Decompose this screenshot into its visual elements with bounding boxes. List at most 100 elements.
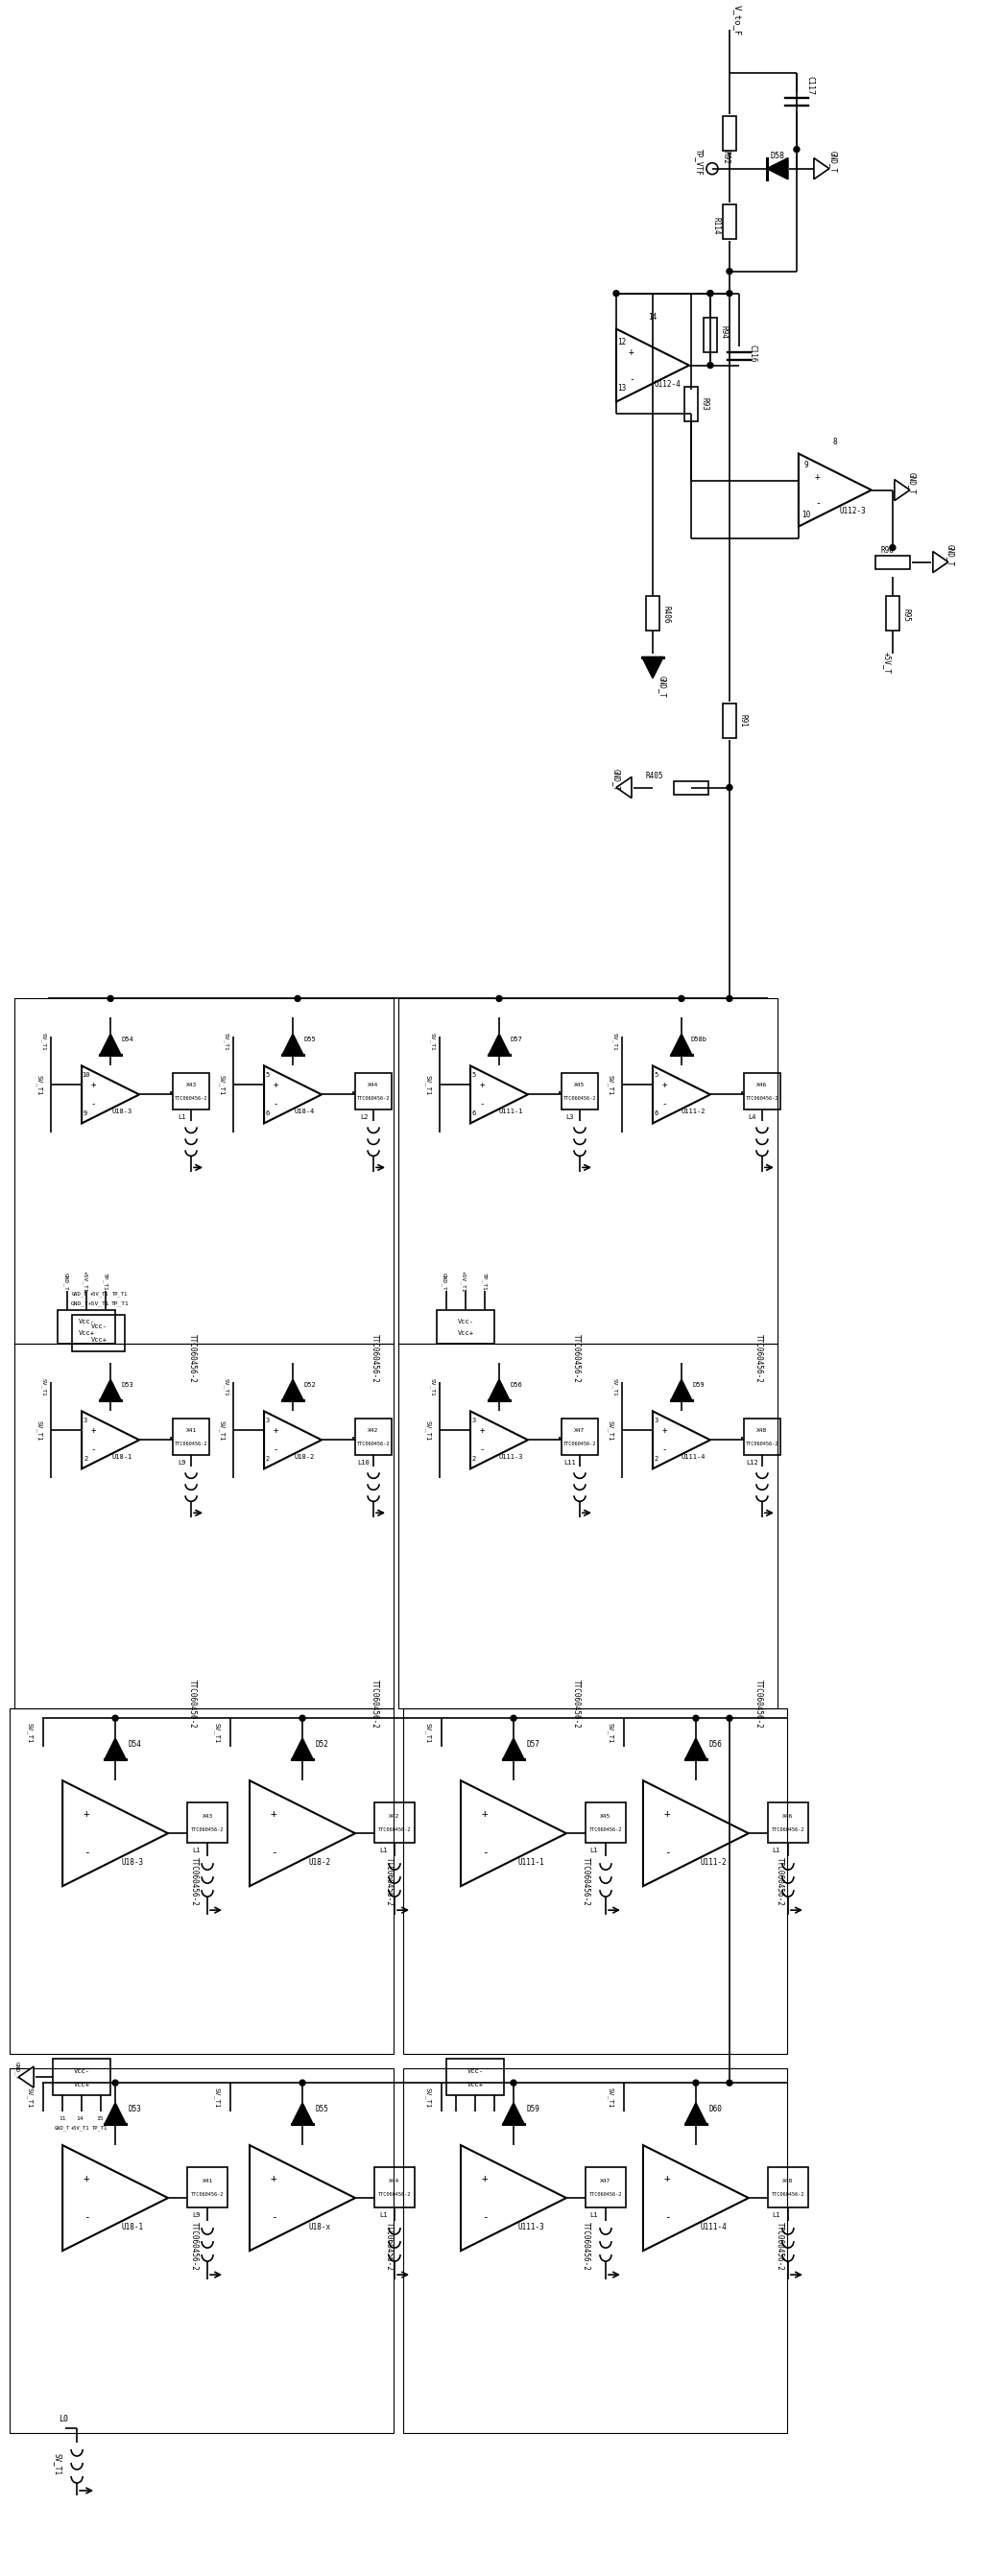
Text: U111-1: U111-1 — [498, 1108, 523, 1115]
Polygon shape — [282, 1381, 304, 1401]
Text: U112-3: U112-3 — [839, 507, 865, 515]
Text: 2: 2 — [83, 1455, 87, 1463]
Text: +: + — [479, 1079, 484, 1090]
Text: +: + — [273, 1427, 278, 1435]
Text: L1: L1 — [590, 2213, 598, 2218]
Text: -: - — [90, 1445, 95, 1453]
Text: D52: D52 — [315, 1739, 329, 1749]
Text: R406: R406 — [662, 605, 670, 623]
Polygon shape — [488, 1381, 510, 1401]
Text: TTC060456-2: TTC060456-2 — [772, 1826, 804, 1832]
Bar — [72, 1316, 125, 1352]
Text: TTC060456-2: TTC060456-2 — [385, 2221, 393, 2269]
Text: D53: D53 — [122, 1383, 134, 1388]
Text: 6: 6 — [266, 1110, 270, 1115]
Circle shape — [511, 1716, 517, 1721]
Text: +: + — [629, 348, 634, 355]
Polygon shape — [488, 1033, 510, 1056]
Bar — [355, 1419, 392, 1455]
Circle shape — [727, 786, 733, 791]
Circle shape — [727, 1716, 733, 1721]
Text: X47: X47 — [600, 2179, 611, 2182]
Bar — [14, 1345, 394, 1708]
Text: TTC060456-2: TTC060456-2 — [589, 1826, 622, 1832]
Text: -: - — [815, 500, 820, 507]
Polygon shape — [767, 157, 788, 180]
Text: TTC060456-2: TTC060456-2 — [357, 1095, 390, 1100]
Text: +5V_T1: +5V_T1 — [88, 1301, 110, 1306]
Text: R92: R92 — [722, 149, 730, 165]
Bar — [562, 1074, 598, 1110]
Text: +: + — [664, 1808, 670, 1819]
Text: U111-2: U111-2 — [699, 1857, 727, 1868]
Text: U18-3: U18-3 — [112, 1108, 133, 1115]
Text: Vcc-: Vcc- — [73, 2069, 89, 2074]
Text: GND_T: GND_T — [612, 768, 620, 791]
Text: 6: 6 — [654, 1110, 658, 1115]
Text: +5V_T1: +5V_T1 — [70, 2125, 89, 2130]
Text: Vcc+: Vcc+ — [90, 1337, 108, 1342]
Bar — [562, 1419, 598, 1455]
Polygon shape — [933, 551, 949, 572]
Text: TTC060456-2: TTC060456-2 — [191, 1826, 224, 1832]
Text: -: - — [273, 1100, 278, 1108]
Text: D57: D57 — [526, 1739, 540, 1749]
Text: SV_T1: SV_T1 — [425, 1419, 431, 1440]
Text: U111-2: U111-2 — [680, 1108, 706, 1115]
Bar — [723, 204, 737, 240]
Text: 5: 5 — [266, 1072, 270, 1079]
Text: +5V_T1: +5V_T1 — [81, 1270, 87, 1293]
Bar — [10, 1708, 394, 2053]
Text: U18-4: U18-4 — [294, 1108, 315, 1115]
Text: D57: D57 — [511, 1038, 523, 1043]
Circle shape — [693, 2079, 698, 2087]
Bar — [723, 116, 737, 149]
Text: -: - — [273, 1445, 278, 1453]
Text: -: - — [83, 2213, 89, 2223]
Text: SV_T1: SV_T1 — [40, 1378, 46, 1396]
Text: R114: R114 — [712, 216, 721, 234]
Text: 8: 8 — [833, 438, 837, 446]
Text: U111-1: U111-1 — [518, 1857, 544, 1868]
Text: X48: X48 — [757, 1427, 768, 1432]
Circle shape — [727, 997, 733, 1002]
Text: Vcc+: Vcc+ — [457, 1332, 473, 1337]
Text: SV_T1: SV_T1 — [36, 1074, 42, 1095]
Text: L0: L0 — [58, 2414, 68, 2424]
Circle shape — [727, 291, 733, 296]
Text: SV_T1: SV_T1 — [219, 1074, 225, 1095]
Polygon shape — [502, 1739, 524, 1759]
Bar — [375, 2166, 415, 2208]
Text: Vcc-: Vcc- — [90, 1324, 108, 1329]
Bar — [398, 1345, 778, 1708]
Polygon shape — [291, 1739, 313, 1759]
Text: SV_T1: SV_T1 — [36, 1419, 42, 1440]
Bar — [586, 1803, 626, 1842]
Polygon shape — [99, 1381, 121, 1401]
Text: L11: L11 — [564, 1461, 576, 1466]
Text: Vcc-: Vcc- — [457, 1319, 473, 1324]
Text: R95: R95 — [901, 608, 911, 621]
Text: L9: L9 — [178, 1461, 186, 1466]
Bar — [403, 2069, 787, 2434]
Text: TTC060456-2: TTC060456-2 — [175, 1443, 208, 1445]
Text: Vcc+: Vcc+ — [78, 1332, 94, 1337]
Bar — [355, 1074, 392, 1110]
Text: Vcc+: Vcc+ — [73, 2081, 89, 2087]
Text: SV_T1: SV_T1 — [53, 2452, 62, 2476]
Text: TTC060456-2: TTC060456-2 — [572, 1334, 580, 1383]
Text: SV_T1: SV_T1 — [425, 1074, 431, 1095]
Text: +: + — [83, 1808, 89, 1819]
Text: R94: R94 — [720, 325, 728, 337]
Polygon shape — [671, 1033, 692, 1056]
Circle shape — [294, 997, 300, 1002]
Text: U18-1: U18-1 — [112, 1455, 133, 1461]
Circle shape — [113, 1716, 119, 1721]
Text: 9: 9 — [804, 461, 808, 469]
Text: V_to_F: V_to_F — [733, 5, 742, 36]
Bar — [673, 781, 709, 793]
Circle shape — [511, 2079, 517, 2087]
Text: D59: D59 — [692, 1383, 705, 1388]
Text: -: - — [481, 1847, 488, 1857]
Text: 2: 2 — [654, 1455, 658, 1463]
